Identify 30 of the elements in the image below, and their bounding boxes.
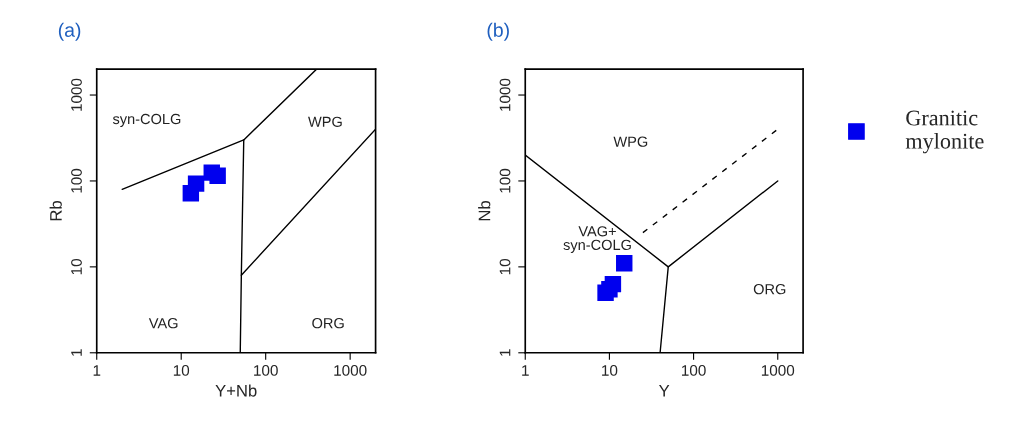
x-axis-title: Y+Nb [215,384,257,397]
x-tick-label: 1000 [334,364,367,376]
y-axis-title: Nb [478,201,491,221]
x-axis-title: Y [658,385,670,397]
legend-label: Granitic mylonite [905,110,984,154]
y-tick-label: 100 [499,168,511,193]
x-tick-label: 100 [682,364,706,376]
x-tick-label: 10 [173,364,190,376]
x-tick-label: 1000 [761,364,795,376]
x-tick-label: 1 [522,365,529,376]
y-tick-label: 1 [499,349,511,356]
chart-title: (a) [58,22,81,41]
annotation: ORG [312,318,344,329]
chart-title: (b) [487,22,509,41]
annotation: WPG [613,136,648,147]
annotation: ORG [753,283,786,295]
x-tick-label: 10 [602,364,618,376]
annotation: syn-COLG [112,113,181,128]
y-tick-label: 10 [71,258,82,275]
y-tick-label: 1000 [499,78,511,111]
y-tick-label: 100 [71,168,82,193]
x-tick-label: 1 [93,365,101,376]
y-axis-title: Rb [49,201,62,221]
annotation: WPG [308,116,342,127]
y-tick-label: 1 [71,349,82,356]
x-tick-label: 100 [254,364,278,376]
y-tick-label: 1000 [71,78,82,111]
annotation: VAG [148,318,178,329]
annotation: VAG+ syn-COLG [563,226,631,253]
y-tick-label: 10 [499,258,511,275]
